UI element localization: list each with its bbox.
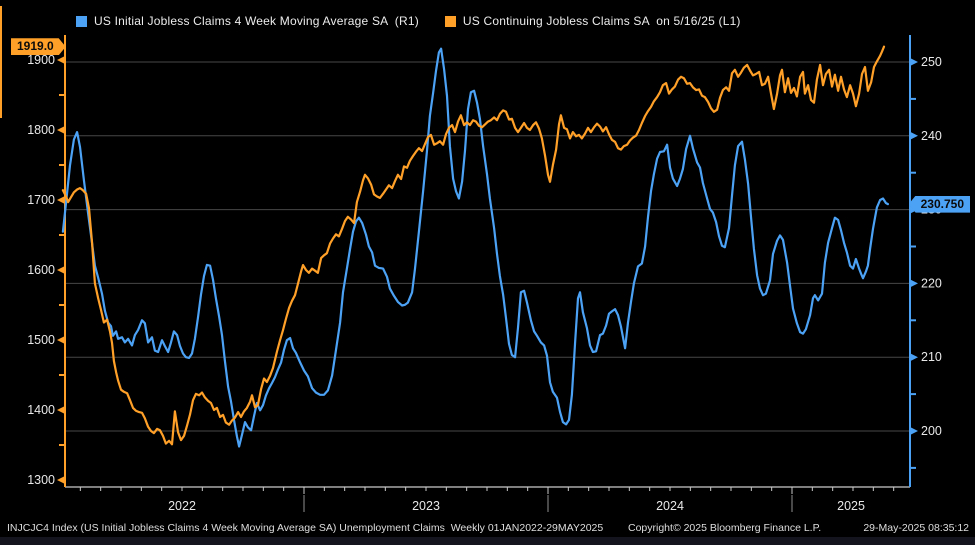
last-value-badge-initial: 230.750 <box>908 195 970 213</box>
legend-item-initial-claims[interactable]: US Initial Jobless Claims 4 Week Moving … <box>76 14 419 28</box>
chart-legend: US Initial Jobless Claims 4 Week Moving … <box>76 14 741 28</box>
status-copyright: Copyright© 2025 Bloomberg Finance L.P. <box>628 522 822 534</box>
svg-text:200: 200 <box>921 424 942 438</box>
svg-text:1400: 1400 <box>27 403 55 417</box>
svg-text:1700: 1700 <box>27 193 55 207</box>
status-bar: INJCJC4 Index (US Initial Jobless Claims… <box>0 519 975 537</box>
legend-label-initial-claims: US Initial Jobless Claims 4 Week Moving … <box>94 14 419 28</box>
svg-text:220: 220 <box>921 276 942 290</box>
window-bottom-strip <box>0 537 975 545</box>
continuing-claims-swatch-icon <box>444 15 456 27</box>
svg-text:2025: 2025 <box>837 499 865 513</box>
svg-text:1600: 1600 <box>27 263 55 277</box>
svg-text:1900: 1900 <box>27 53 55 67</box>
svg-text:250: 250 <box>921 55 942 69</box>
svg-text:210: 210 <box>921 350 942 364</box>
svg-text:2023: 2023 <box>412 499 440 513</box>
terminal-edge-accent <box>0 6 2 118</box>
last-value-badge-continuing: 1919.0 <box>11 38 66 55</box>
legend-item-continuing-claims[interactable]: US Continuing Jobless Claims SA on 5/16/… <box>444 14 741 28</box>
svg-text:1500: 1500 <box>27 333 55 347</box>
status-timestamp: 29-May-2025 08:35:12 <box>863 522 969 534</box>
legend-label-continuing-claims: US Continuing Jobless Claims SA on 5/16/… <box>462 14 741 28</box>
svg-text:1300: 1300 <box>27 473 55 487</box>
status-security-description: INJCJC4 Index (US Initial Jobless Claims… <box>7 522 604 534</box>
svg-text:1800: 1800 <box>27 123 55 137</box>
initial-claims-swatch-icon <box>76 15 87 27</box>
svg-text:2022: 2022 <box>168 499 196 513</box>
svg-text:240: 240 <box>921 129 942 143</box>
svg-text:2024: 2024 <box>656 499 684 513</box>
